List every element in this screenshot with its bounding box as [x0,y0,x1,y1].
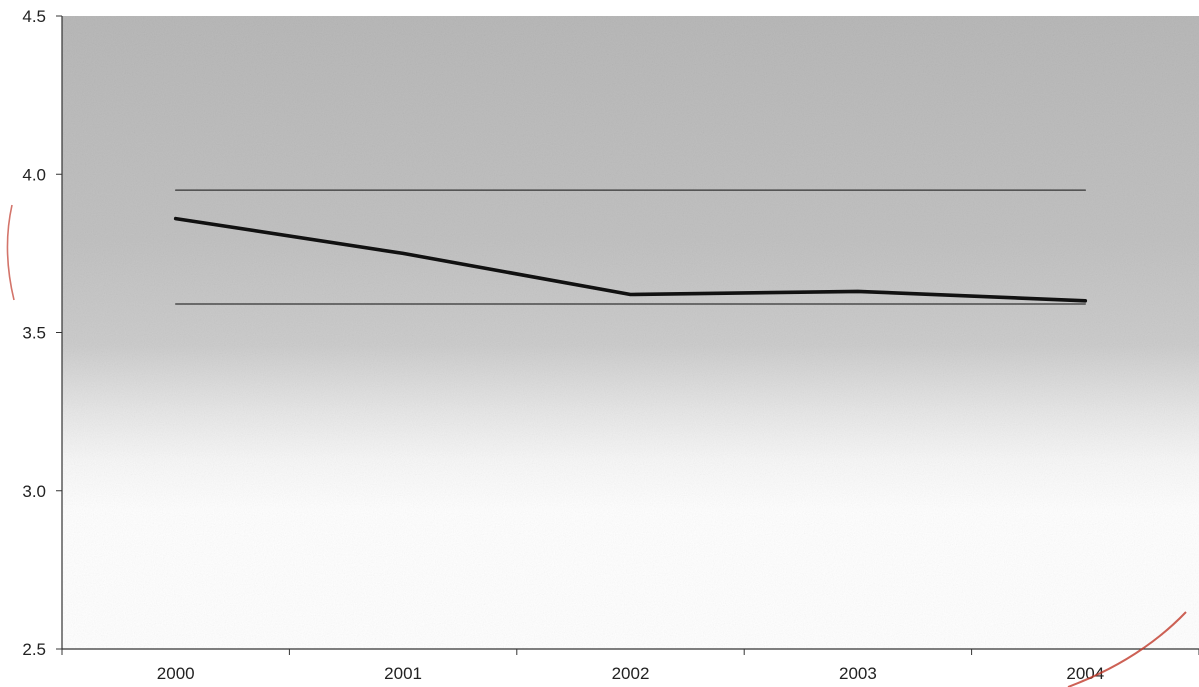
x-axis: 2000 2001 2002 2003 2004 [61,648,1199,683]
x-tick-label: 2000 [157,664,195,683]
plot-background [62,16,1199,649]
x-tick-label: 2004 [1066,664,1104,683]
y-tick-label: 4.5 [22,7,46,26]
x-tick-label: 2003 [839,664,877,683]
y-axis: 2.5 3.0 3.5 4.0 4.5 [22,7,63,659]
pen-mark-left [6,204,15,301]
x-tick-label: 2002 [612,664,650,683]
y-tick-label: 4.0 [22,165,46,184]
annotation-marks [6,204,1187,687]
y-tick-label: 3.5 [22,324,46,343]
y-tick-label: 3.0 [22,482,46,501]
pen-mark-right [1067,611,1187,687]
y-tick-label: 2.5 [22,640,46,659]
x-tick-label: 2001 [384,664,422,683]
series-layer [173,189,1088,305]
plot-shading [62,16,1199,649]
